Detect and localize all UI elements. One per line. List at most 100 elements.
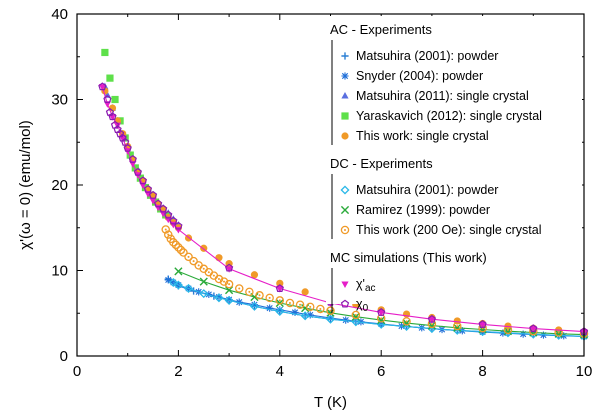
series-7-point (452, 321, 462, 331)
series-9-point (275, 284, 284, 292)
series-9-point (148, 190, 158, 199)
series-3 (101, 48, 170, 219)
series-7-point (219, 277, 229, 286)
series-9-point (174, 221, 183, 230)
series-9-point (98, 82, 107, 91)
legend-entry-subscript: 0 (363, 303, 369, 314)
legend-group-0: AC - Experiments Matsuhira (2001): powder… (330, 22, 542, 145)
series-1-point (276, 306, 284, 314)
series-6 (174, 267, 589, 339)
series-7-point (275, 296, 285, 305)
series-5-point (275, 307, 285, 317)
series-7-point (285, 298, 295, 308)
series-4-point (250, 271, 259, 279)
series-1-point (291, 308, 299, 316)
series-6-point (199, 277, 208, 286)
series-3-point (126, 151, 134, 159)
series-9-point (121, 137, 130, 146)
legend-marker (341, 112, 349, 120)
series-5-point (300, 311, 310, 321)
series-7-point (164, 230, 173, 239)
legend-group-1: DC - Experiments Matsuhira (2001): powder… (330, 156, 541, 239)
plot-area (98, 48, 589, 341)
series-6-point (275, 298, 284, 308)
series-9-point (478, 320, 487, 328)
series-9-point (143, 184, 153, 193)
legend-marker (340, 185, 350, 195)
series-9-point (108, 112, 117, 121)
x-tick-label: 10 (576, 363, 593, 380)
series-7-point (295, 300, 305, 309)
y-tick-label: 0 (60, 348, 68, 365)
series-7-point (184, 252, 193, 262)
series-6-point (326, 308, 335, 317)
legend-group-title: AC - Experiments (330, 22, 432, 37)
series-3-point (136, 174, 144, 182)
legend-marker (340, 299, 350, 308)
series-7-point (255, 291, 264, 300)
y-tick-label: 10 (51, 263, 68, 280)
series-6-point (351, 312, 360, 321)
x-axis-title: T (K) (314, 394, 347, 411)
series-5-point (325, 314, 336, 324)
series-4-point (301, 288, 309, 296)
legend-entry-label: Snyder (2004): powder (356, 69, 483, 83)
series-3-point (106, 74, 114, 82)
series-7-point (204, 267, 214, 277)
series-8-point (149, 197, 157, 205)
series-7-point (234, 284, 244, 293)
legend-marker (341, 72, 349, 80)
y-axis-title: χ'(ω = 0) (emu/mol) (17, 120, 34, 250)
series-7-point (402, 317, 411, 326)
legend-entry-label: χ'ac (356, 277, 376, 294)
legend: AC - Experiments Matsuhira (2001): powder… (326, 16, 582, 314)
y-tick-label: 40 (51, 6, 68, 23)
series-6-point (554, 329, 563, 338)
series-8-point (98, 84, 106, 91)
series-1-point (164, 276, 172, 284)
series-5-point (224, 295, 234, 305)
legend-entry-label: This work: single crystal (356, 129, 489, 143)
series-9-point (133, 167, 142, 176)
series-1-point (215, 293, 223, 301)
series-9-point (427, 314, 437, 323)
series-7-point (326, 306, 335, 315)
series-9-point (377, 308, 386, 316)
legend-marker (341, 132, 349, 140)
series-8-point (225, 266, 233, 273)
series-5-point (168, 277, 178, 287)
series-8-point (479, 321, 487, 329)
legend-entry-symbol: χ' (356, 277, 365, 291)
series-5-point (249, 301, 259, 311)
series-7-point (161, 225, 170, 234)
legend-entry-label: This work (200 Oe): single crystal (356, 223, 541, 237)
legend-entry-subscript: ac (365, 283, 376, 294)
series-1-point (342, 316, 350, 324)
series-7 (161, 225, 589, 339)
series-9-point (138, 176, 148, 185)
series-9-point (128, 155, 137, 163)
series-7-point (209, 271, 219, 280)
series-1-point (235, 298, 243, 306)
series-5-point (184, 283, 194, 293)
series-8-point (276, 285, 284, 293)
legend-entry-label: Matsuhira (2011): single crystal (356, 89, 529, 103)
series-2 (101, 82, 182, 228)
series-4-point (276, 279, 284, 287)
y-tick-label: 30 (51, 92, 68, 109)
series-1-point (306, 311, 314, 319)
series-6-point (402, 318, 411, 328)
legend-group-title: DC - Experiments (330, 156, 433, 171)
legend-marker (340, 225, 350, 235)
series-8-point (377, 309, 385, 317)
series-9-point (164, 210, 173, 219)
series-6-point (225, 286, 234, 295)
legend-entry-symbol: χ (356, 297, 363, 311)
series-3-point (101, 48, 109, 57)
series-6-point (503, 327, 513, 336)
series-6-point (377, 315, 386, 325)
series-7-point (351, 310, 361, 320)
legend-marker (341, 52, 349, 60)
